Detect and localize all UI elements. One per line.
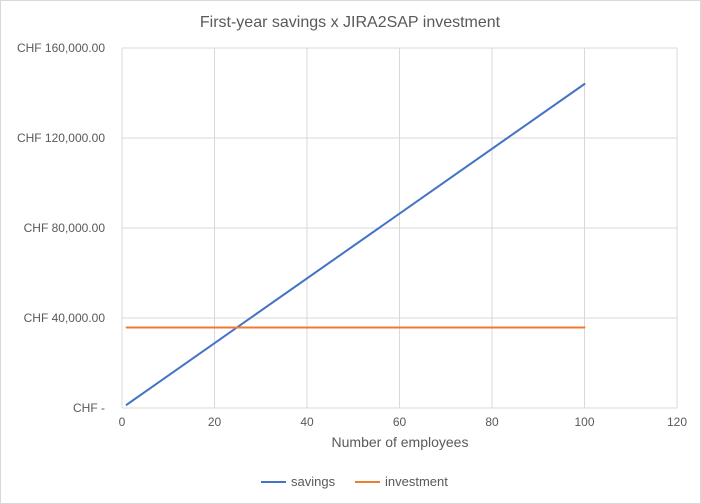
x-tick-label: 120	[667, 415, 687, 429]
x-tick-label: 0	[119, 415, 126, 429]
y-tick-label: CHF 160,000.00	[17, 41, 105, 55]
x-axis-label: Number of employees	[332, 434, 469, 450]
x-tick-label: 100	[574, 415, 594, 429]
x-tick-label: 80	[485, 415, 499, 429]
y-axis-ticks: CHF - CHF 40,000.00 CHF 80,000.00 CHF 120,0…	[17, 41, 105, 415]
y-tick-label: CHF 120,000.00	[17, 131, 105, 145]
x-tick-label: 60	[393, 415, 407, 429]
x-axis-ticks: 0 20 40 60 80 100 120	[119, 415, 688, 429]
x-tick-label: 40	[300, 415, 314, 429]
series-lines	[125, 83, 586, 406]
x-tick-label: 20	[208, 415, 222, 429]
legend-label-savings: savings	[291, 474, 336, 489]
legend-label-investment: investment	[385, 474, 448, 489]
series-line-savings	[125, 83, 586, 406]
legend: savings investment	[261, 474, 448, 489]
chart-title: First-year savings x JIRA2SAP investment	[200, 14, 501, 31]
y-tick-label: CHF -	[73, 401, 105, 415]
y-tick-label: CHF 80,000.00	[24, 221, 106, 235]
y-tick-label: CHF 40,000.00	[24, 311, 106, 325]
grid-lines	[121, 47, 678, 409]
